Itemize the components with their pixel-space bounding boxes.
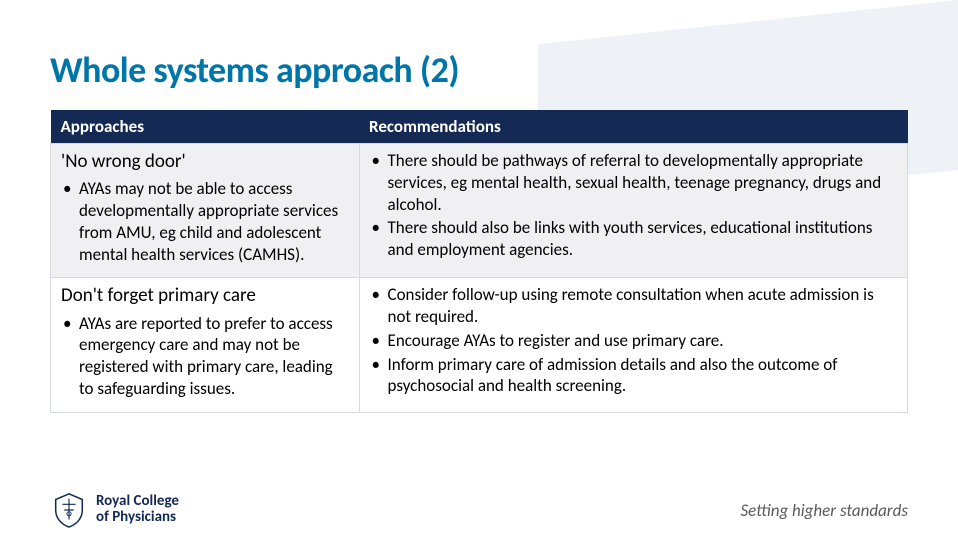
logo-text: Royal College of Physicians	[96, 494, 179, 526]
list-item: There should be pathways of referral to …	[370, 150, 897, 215]
list-item: AYAs may not be able to access developme…	[61, 178, 349, 265]
approach-bullets: AYAs may not be able to access developme…	[61, 178, 349, 265]
list-item: Encourage AYAs to register and use prima…	[370, 330, 897, 352]
list-item: Inform primary care of admission details…	[370, 354, 897, 398]
approach-heading: 'No wrong door'	[61, 150, 349, 174]
slide-footer: Royal College of Physicians Setting high…	[0, 491, 958, 529]
approaches-table: Approaches Recommendations 'No wrong doo…	[50, 110, 908, 413]
approach-heading: Don't forget primary care	[61, 284, 349, 308]
list-item: AYAs are reported to prefer to access em…	[61, 313, 349, 400]
table-row: 'No wrong door' AYAs may not be able to …	[51, 144, 908, 278]
recommendation-bullets: There should be pathways of referral to …	[370, 150, 897, 261]
table-header-approaches: Approaches	[51, 110, 360, 144]
rcp-logo: Royal College of Physicians	[50, 491, 179, 529]
footer-tagline: Setting higher standards	[740, 500, 908, 521]
slide-title: Whole systems approach (2)	[50, 48, 908, 92]
approach-bullets: AYAs are reported to prefer to access em…	[61, 313, 349, 400]
table-header-recommendations: Recommendations	[359, 110, 907, 144]
table-row: Don't forget primary care AYAs are repor…	[51, 278, 908, 412]
slide-content: Whole systems approach (2) Approaches Re…	[0, 0, 958, 413]
list-item: There should also be links with youth se…	[370, 217, 897, 261]
recommendation-bullets: Consider follow-up using remote consulta…	[370, 284, 897, 397]
crest-icon	[50, 491, 88, 529]
list-item: Consider follow-up using remote consulta…	[370, 284, 897, 328]
logo-line-2: of Physicians	[96, 510, 179, 526]
